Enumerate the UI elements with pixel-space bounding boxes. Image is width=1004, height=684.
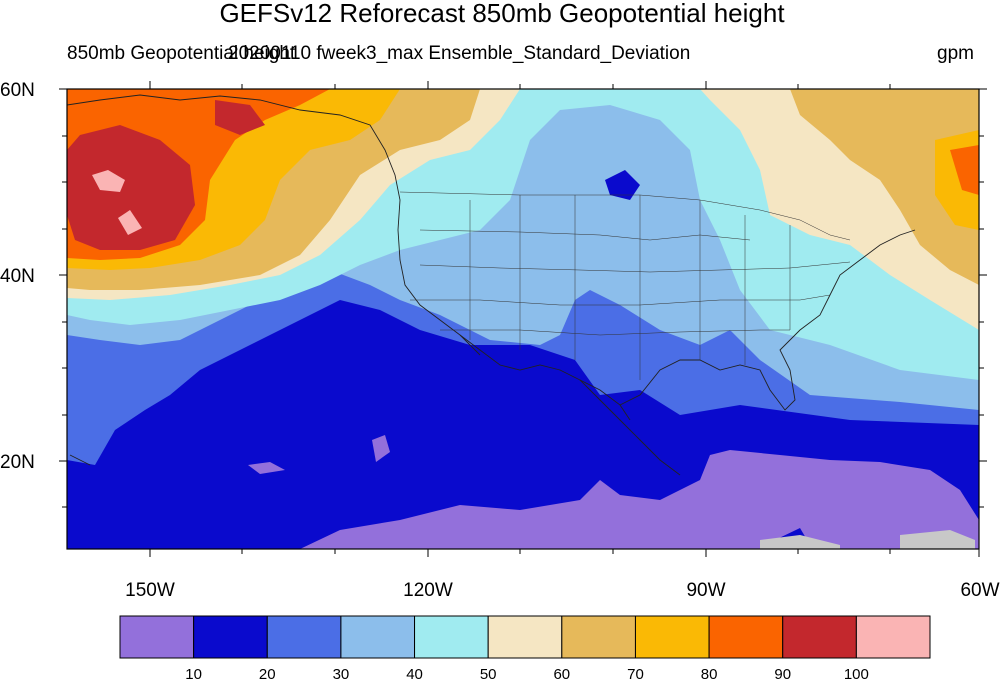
lon-label-120w: 120W [403,580,453,601]
colorbar-swatch [634,615,710,659]
colorbar-tick-label: 20 [258,666,276,683]
variable-subtitle: 850mb Geopotential height [67,43,296,64]
colorbar-tick-label: 10 [185,666,202,683]
lat-label-20n: 20N [0,452,35,473]
coastlines [67,94,916,476]
map-frame [66,88,980,550]
lon-label-90w: 90W [686,580,725,601]
colorbar-tick-label: 50 [479,666,497,683]
colorbar-tick-label: 70 [627,666,644,683]
colorbar-swatch [266,615,342,659]
lat-label-40n: 40N [0,266,35,287]
colorbar-swatch [414,615,489,659]
political-borders [399,191,851,380]
colorbar-tick-label: 80 [700,666,718,683]
colorbar-tick-label: 30 [332,666,350,683]
colorbar-swatch [193,615,268,659]
contour-field [67,89,979,549]
colorbar-swatch [340,615,416,659]
latitude-ticks [59,88,987,508]
colorbar-swatch [708,615,784,659]
colorbar-tick-label: 60 [553,666,571,683]
units-label: gpm [937,43,974,64]
colorbar [119,615,931,659]
date-subtitle: 20200110 fweek3_max Ensemble_Standard_De… [228,43,691,64]
map-title: GEFSv12 Reforecast 850mb Geopotential he… [219,0,785,28]
longitude-ticks [149,81,980,557]
lon-label-60w: 60W [960,580,999,601]
colorbar-swatch [561,615,636,659]
colorbar-swatch [782,615,857,659]
colorbar-tick-label: 100 [843,666,869,683]
colorbar-tick-label: 40 [406,666,423,683]
colorbar-swatch [119,615,195,659]
colorbar-swatch [855,615,931,659]
colorbar-tick-label: 90 [774,666,792,683]
colorbar-swatch [487,615,563,659]
lat-label-60n: 60N [0,80,35,101]
lon-label-150w: 150W [125,580,175,601]
